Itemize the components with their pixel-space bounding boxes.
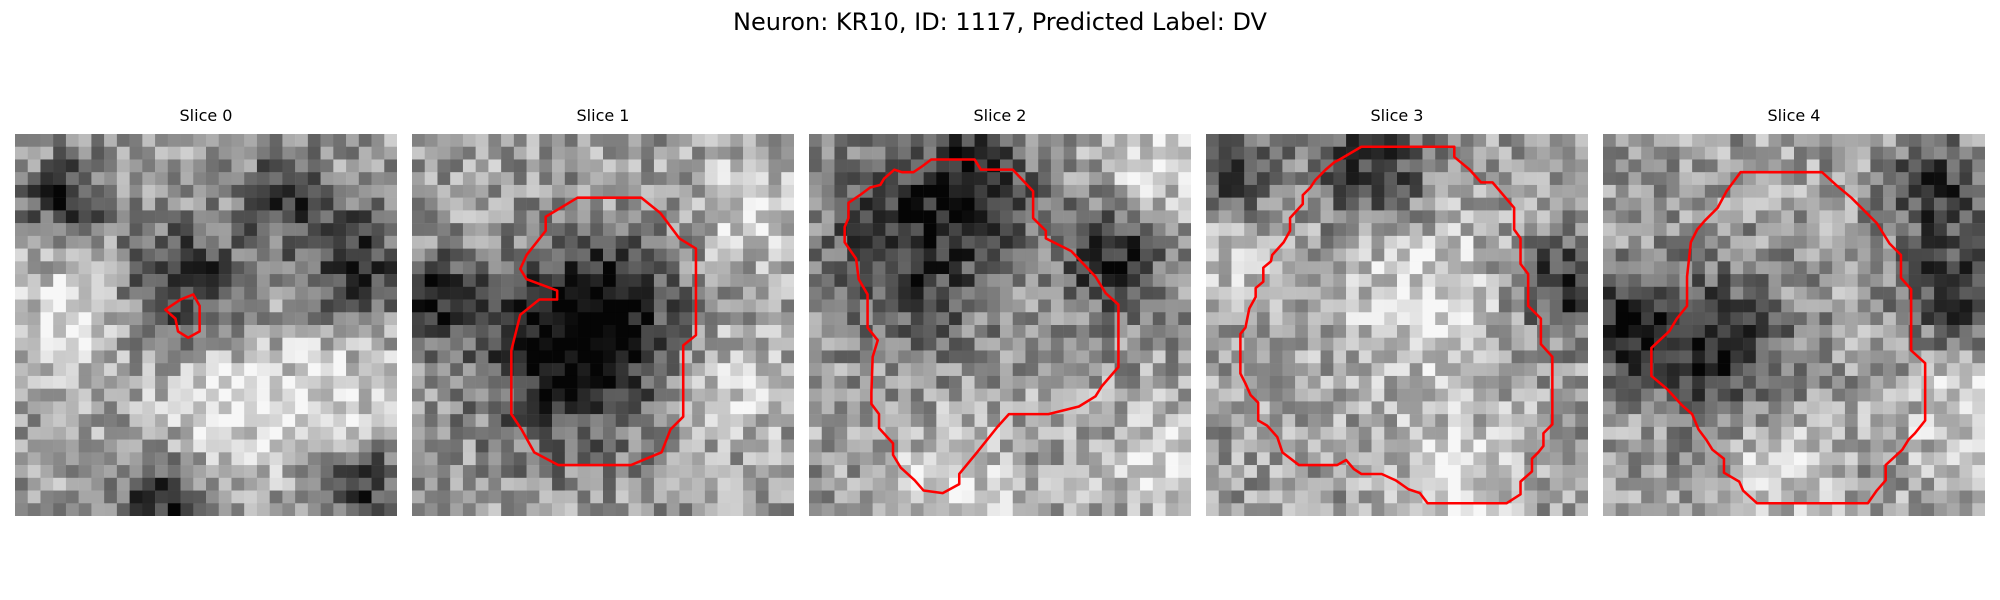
pixel-grid	[809, 134, 1191, 516]
roi-contour	[1650, 170, 1927, 505]
pixel-grid	[1206, 134, 1588, 516]
slice-image	[15, 134, 397, 516]
pixel-grid	[412, 134, 794, 516]
slice-image	[1603, 134, 1985, 516]
pixel-grid	[1603, 134, 1985, 516]
slice-title: Slice 1	[576, 106, 630, 125]
slice-panel-1: Slice 1	[412, 106, 794, 516]
slice-panel-0: Slice 0	[15, 106, 397, 516]
roi-contour	[843, 158, 1120, 495]
roi-contour	[1239, 145, 1554, 505]
slice-image	[1206, 134, 1588, 516]
roi-contour	[510, 196, 698, 467]
slice-panel-4: Slice 4	[1603, 106, 1985, 516]
slice-title: Slice 0	[179, 106, 233, 125]
slice-title: Slice 3	[1370, 106, 1424, 125]
slice-image	[412, 134, 794, 516]
roi-contour	[163, 293, 201, 340]
slice-image	[809, 134, 1191, 516]
slice-panel-3: Slice 3	[1206, 106, 1588, 516]
slice-title: Slice 4	[1767, 106, 1821, 125]
slice-panel-2: Slice 2	[809, 106, 1191, 516]
slice-title: Slice 2	[973, 106, 1027, 125]
pixel-grid	[15, 134, 397, 516]
figure-title: Neuron: KR10, ID: 1117, Predicted Label:…	[733, 8, 1267, 36]
